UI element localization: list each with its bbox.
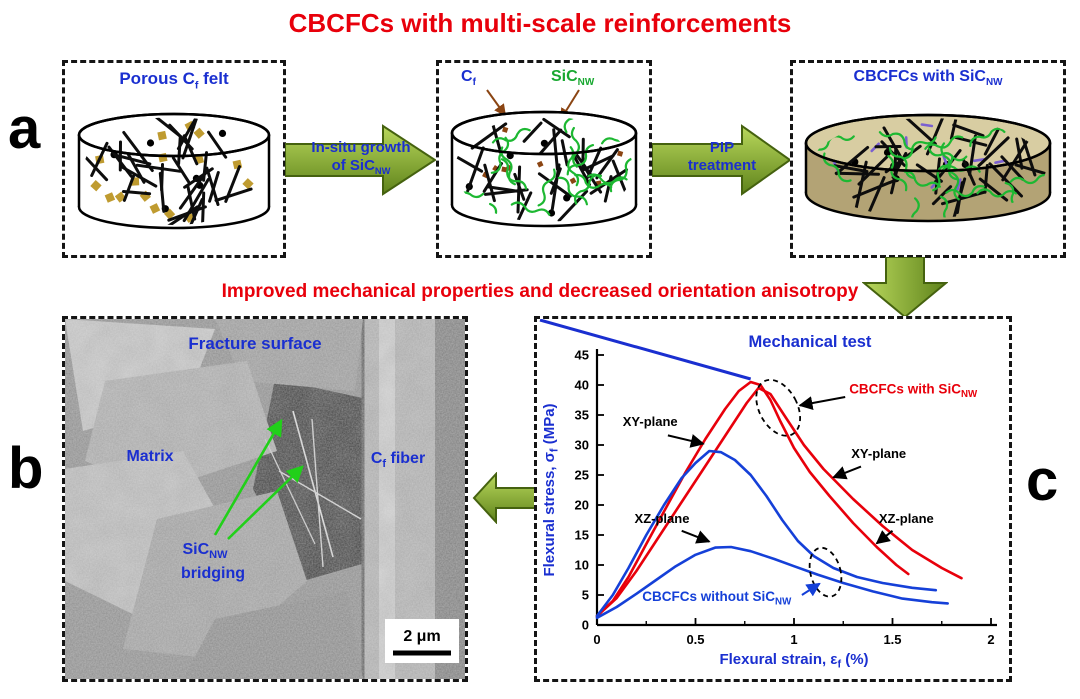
- annotation-arrow-icon: [798, 396, 846, 410]
- x-tick-label: 1.5: [883, 632, 901, 647]
- fracture-surface-label: Fracture surface: [188, 334, 321, 353]
- felt-fibers-and-nanowires: [455, 116, 633, 222]
- cf-pointer-arrow-icon: [486, 89, 507, 117]
- matrix-label: Matrix: [126, 448, 173, 465]
- series-0: [595, 380, 910, 618]
- block-arrow-right-icon: [285, 124, 437, 196]
- cf-label-sub: f: [472, 77, 476, 89]
- sicnw-label: SiCNW: [551, 68, 594, 88]
- cf-label: Cf: [461, 68, 476, 88]
- y-tick-label: 25: [575, 468, 589, 483]
- series-1: [595, 386, 963, 618]
- block-arrow-down-icon: [862, 257, 948, 319]
- cbcfc-title-sub: NW: [985, 77, 1003, 89]
- annotation-label: CBCFCs without SiCNW: [642, 589, 792, 608]
- y-tick-label: 45: [575, 348, 589, 363]
- annotation-arrow-icon: [875, 530, 894, 545]
- sicnw-bridging-label-line2: bridging: [181, 565, 245, 582]
- x-tick-label: 1: [790, 632, 797, 647]
- cbcfc-title: CBCFCs with SiCNW: [793, 68, 1063, 88]
- bridging-arrow-icon: [227, 465, 304, 540]
- scalebar-label: 2 μm: [403, 628, 440, 645]
- y-tick-label: 40: [575, 378, 589, 393]
- porous-felt-cylinder: [77, 112, 271, 230]
- porous-felt-title-sub: f: [194, 79, 199, 92]
- panel-letter-c: c: [1026, 448, 1059, 513]
- arrow1-line1: In-situ growth: [311, 139, 411, 156]
- annotation-label: XZ-plane: [635, 511, 690, 526]
- arrow2-line2: treatment: [687, 157, 757, 174]
- cf-label-text: C: [461, 68, 473, 85]
- x-tick-label: 0.5: [686, 632, 704, 647]
- annotation-arrow-icon: [801, 582, 821, 597]
- sem-panel: Fracture surface Matrix Cf fiber SiCNW b…: [62, 316, 468, 682]
- y-tick-label: 0: [582, 618, 589, 633]
- x-tick-label: 0: [593, 632, 600, 647]
- block-arrow-right-icon: [652, 124, 792, 196]
- porous-felt-title-text2: felt: [198, 69, 229, 88]
- pip-treatment-label: PIP treatment: [654, 139, 790, 175]
- felt-fibers-nanowires-matrix: [817, 118, 1046, 218]
- series-2: [595, 449, 938, 618]
- highlight-ellipse: [755, 378, 802, 437]
- pip-treatment-arrow: [652, 124, 792, 196]
- series-3: [595, 545, 950, 620]
- figure-title: CBCFCs with multi-scale reinforcements: [288, 8, 792, 38]
- cylinder-top-rim: [77, 112, 271, 158]
- x-axis-label: Flexural strain, εf (%): [719, 651, 868, 671]
- felt-fibers-and-particles: [83, 117, 254, 225]
- annotation-label: CBCFCs with SiCNW: [849, 381, 978, 400]
- chart-panel: 0 5 10 15 20 25 30 35 40 45 0 0.5 1 1.5 2 XY-plane CBCFC…: [534, 316, 1012, 682]
- process-box-sicnw-felt: Cf SiCNW: [436, 60, 652, 258]
- cbcfc-title-text: CBCFCs with SiC: [853, 68, 986, 85]
- process-box-cbcfc: CBCFCs with SiCNW: [790, 60, 1066, 258]
- sicnw-felt-cylinder: [450, 89, 638, 228]
- down-flow-arrow: [862, 257, 948, 319]
- y-axis-label: Flexural stress, σf (MPa): [541, 403, 561, 576]
- mechanical-test-chart: 0 5 10 15 20 25 30 35 40 45 0 0.5 1 1.5 2 XY-plane CBCFC…: [539, 319, 997, 671]
- y-tick-label: 10: [575, 558, 589, 573]
- chart-plot-area: 0 5 10 15 20 25 30 35 40 45 0 0.5 1 1.5 2 XY-plane CBCFC…: [539, 319, 997, 671]
- porous-felt-title-text: Porous C: [119, 69, 195, 88]
- arrow2-line1: PIP: [709, 139, 735, 156]
- annotation-label: XY-plane: [623, 414, 678, 429]
- y-tick-label: 5: [582, 588, 589, 603]
- in-situ-growth-arrow: [285, 124, 437, 196]
- cylinder-top-rim: [804, 113, 1052, 173]
- bridging-arrow-icon: [213, 418, 283, 536]
- annotation-arrow-icon: [681, 529, 711, 544]
- in-situ-growth-label: In-situ growth of SiCNW: [287, 139, 435, 177]
- porous-felt-title: Porous Cf felt: [65, 69, 283, 91]
- annotation-label: XY-plane: [851, 446, 906, 461]
- y-tick-label: 35: [575, 408, 589, 423]
- cbcfc-cylinder: [804, 113, 1052, 223]
- sem-image: Fracture surface Matrix Cf fiber SiCNW b…: [65, 319, 465, 679]
- highlight-ellipse: [808, 546, 843, 598]
- y-tick-label: 20: [575, 498, 589, 513]
- process-box-porous-felt: Porous Cf felt: [62, 60, 286, 258]
- cf-fiber-label: Cf fiber: [371, 450, 425, 470]
- annotation-arrow-icon: [832, 465, 862, 480]
- chart-title: Mechanical test: [749, 333, 872, 351]
- sicnw-label-sub: NW: [577, 77, 595, 89]
- x-tick-label: 2: [987, 632, 994, 647]
- leader-line: [539, 319, 752, 381]
- scalebar-box: [385, 619, 459, 663]
- sicnw-label-text: SiC: [551, 68, 578, 85]
- panel-letter-a: a: [8, 96, 41, 161]
- improvement-caption: Improved mechanical properties and decre…: [221, 281, 859, 302]
- y-tick-label: 15: [575, 528, 589, 543]
- panel-letter-b: b: [8, 436, 44, 501]
- y-tick-label: 30: [575, 438, 589, 453]
- sicnw-bridging-label-line1: SiCNW: [183, 541, 229, 561]
- cylinder-top-rim: [450, 110, 638, 156]
- annotation-label: XZ-plane: [879, 511, 934, 526]
- annotation-arrow-icon: [667, 434, 705, 448]
- arrow1-line2-sub: NW: [374, 166, 391, 176]
- arrow1-line2: of SiC: [331, 157, 375, 174]
